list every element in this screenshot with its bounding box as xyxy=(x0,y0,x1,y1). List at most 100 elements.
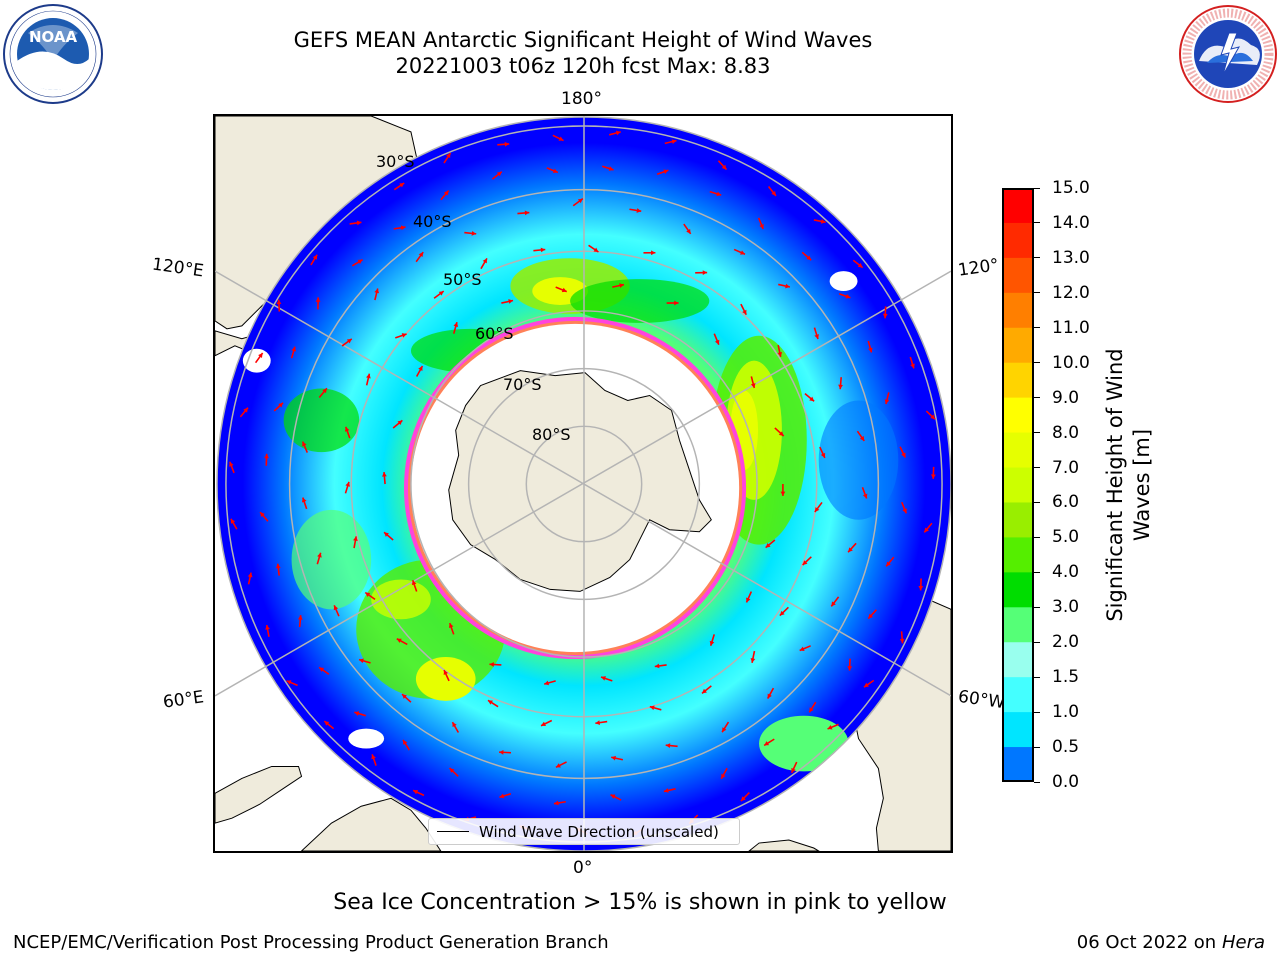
wave-arrow-head xyxy=(742,309,747,315)
wave-arrow-head xyxy=(443,190,449,196)
wave-arrow-head xyxy=(544,680,550,686)
wave-arrow-head xyxy=(413,790,419,795)
colorbar-tick-mark xyxy=(1034,432,1040,434)
graticule xyxy=(215,116,951,851)
wave-arrow-head xyxy=(791,767,796,773)
wave-arrow-head xyxy=(411,580,417,586)
colorbar-tick-label: 11.0 xyxy=(1052,317,1090,338)
wave-arrow-head xyxy=(312,254,318,260)
wave-arrow-head xyxy=(820,219,826,224)
wave-arrow-head xyxy=(354,711,360,716)
wave-arrow-head xyxy=(322,388,327,394)
wave-arrow-head xyxy=(496,171,502,177)
wave-arrow-head xyxy=(863,682,869,688)
colorbar-tick-label: 2.0 xyxy=(1052,632,1080,653)
colorbar-tick-label: 7.0 xyxy=(1052,457,1080,478)
wave-arrow-head xyxy=(561,287,567,293)
wave-arrow-head xyxy=(814,507,820,512)
colorbar-tick-mark xyxy=(1034,362,1040,364)
colorbar-tick-mark xyxy=(1034,292,1040,294)
wave-arrow-head xyxy=(276,299,282,305)
wave-arrow-head xyxy=(601,676,606,681)
wave-arrow-head xyxy=(482,258,487,264)
wave-arrow-head xyxy=(820,452,826,458)
wave-arrow-head xyxy=(765,543,771,548)
wave-arrow-head xyxy=(771,190,776,196)
wave-arrow-head xyxy=(714,339,720,345)
colorbar-label: Significant Height of Wind Waves [m] xyxy=(1103,348,1154,622)
colorbar-tick-label: 1.5 xyxy=(1052,667,1080,688)
wave-arrow-head xyxy=(740,250,746,255)
lat-label-30s: 30°S xyxy=(376,152,415,171)
wave-arrow-head xyxy=(827,725,833,730)
wave-arrow-head xyxy=(674,300,679,306)
wave-arrow-head xyxy=(859,436,865,441)
map-frame xyxy=(213,114,953,853)
wave-arrow-head xyxy=(901,452,906,458)
footer-credit: NCEP/EMC/Verification Post Processing Pr… xyxy=(13,932,609,953)
wave-arrow-head xyxy=(229,461,234,467)
footer-host: Hera xyxy=(1221,932,1265,953)
wave-arrow-head xyxy=(291,346,296,352)
wave-arrow-head xyxy=(400,225,406,231)
colorbar-tick-mark xyxy=(1034,641,1040,643)
wave-arrow-head xyxy=(418,366,423,371)
colorbar-frame xyxy=(1002,188,1034,782)
lat-label-70s: 70°S xyxy=(503,375,542,394)
wave-arrow-head xyxy=(882,313,888,319)
wave-arrow-head xyxy=(746,597,751,603)
wave-arrow-head xyxy=(910,363,915,369)
footer-date-text: 06 Oct 2022 on xyxy=(1076,932,1222,953)
wave-arrow-head xyxy=(868,347,873,353)
wave-arrow-head xyxy=(809,396,815,402)
lat-label-50s: 50°S xyxy=(443,270,482,289)
wave-arrow-head xyxy=(721,164,727,170)
colorbar-tick-mark xyxy=(1034,711,1040,713)
wave-arrow-head xyxy=(504,141,510,147)
wave-arrow-head xyxy=(371,754,376,760)
wave-arrow-head xyxy=(471,230,477,236)
wave-arrow-head xyxy=(449,768,455,773)
wave-arrow-head xyxy=(709,640,715,646)
wave-arrow-head xyxy=(750,383,756,389)
wave-arrow-head xyxy=(577,198,583,204)
wave-arrow-head xyxy=(716,191,722,197)
wave-arrow-head xyxy=(319,667,325,672)
wave-arrow-head xyxy=(555,763,561,768)
colorbar xyxy=(1002,188,1034,782)
lat-label-60s: 60°S xyxy=(475,324,514,343)
chart-title: GEFS MEAN Antarctic Significant Height o… xyxy=(293,28,873,52)
colorbar-segment xyxy=(1002,502,1034,538)
lon-label-60e: 60°E xyxy=(161,687,206,713)
wave-arrow-head xyxy=(438,291,444,296)
wave-arrow-head xyxy=(301,497,307,503)
wave-arrow-head xyxy=(721,773,726,779)
wave-arrow-head xyxy=(315,297,321,302)
wave-arrow-head xyxy=(779,610,785,616)
lat-label-80s: 80°S xyxy=(532,425,571,444)
wave-arrow-head xyxy=(701,688,707,694)
colorbar-tick-mark xyxy=(1034,676,1040,678)
wave-arrow-head xyxy=(665,743,671,748)
wave-arrow-head xyxy=(595,720,601,726)
wave-arrow-head xyxy=(453,322,459,328)
nws-logo xyxy=(1179,5,1277,103)
wave-arrow-head xyxy=(397,420,403,426)
colorbar-segment xyxy=(1002,362,1034,399)
wave-arrow-head xyxy=(857,263,863,268)
chart-subtitle: 20221003 t06z 120h fcst Max: 8.83 xyxy=(395,54,771,78)
wave-arrow-head xyxy=(365,592,371,597)
wave-arrow-head xyxy=(446,153,451,159)
wave-arrow-head xyxy=(359,658,364,664)
wave-arrow-head xyxy=(297,615,303,620)
wave-arrow-head xyxy=(396,638,402,643)
colorbar-tick-label: 12.0 xyxy=(1052,282,1090,303)
wave-arrow-head xyxy=(286,680,292,685)
wave-arrow-head xyxy=(848,547,853,553)
wave-arrow-head xyxy=(418,252,424,258)
colorbar-segment xyxy=(1002,642,1034,678)
lon-label-180: 180° xyxy=(561,89,602,109)
wave-arrow-head xyxy=(831,601,836,607)
wave-arrow-head xyxy=(448,623,454,628)
lon-label-0: 0° xyxy=(573,858,593,878)
